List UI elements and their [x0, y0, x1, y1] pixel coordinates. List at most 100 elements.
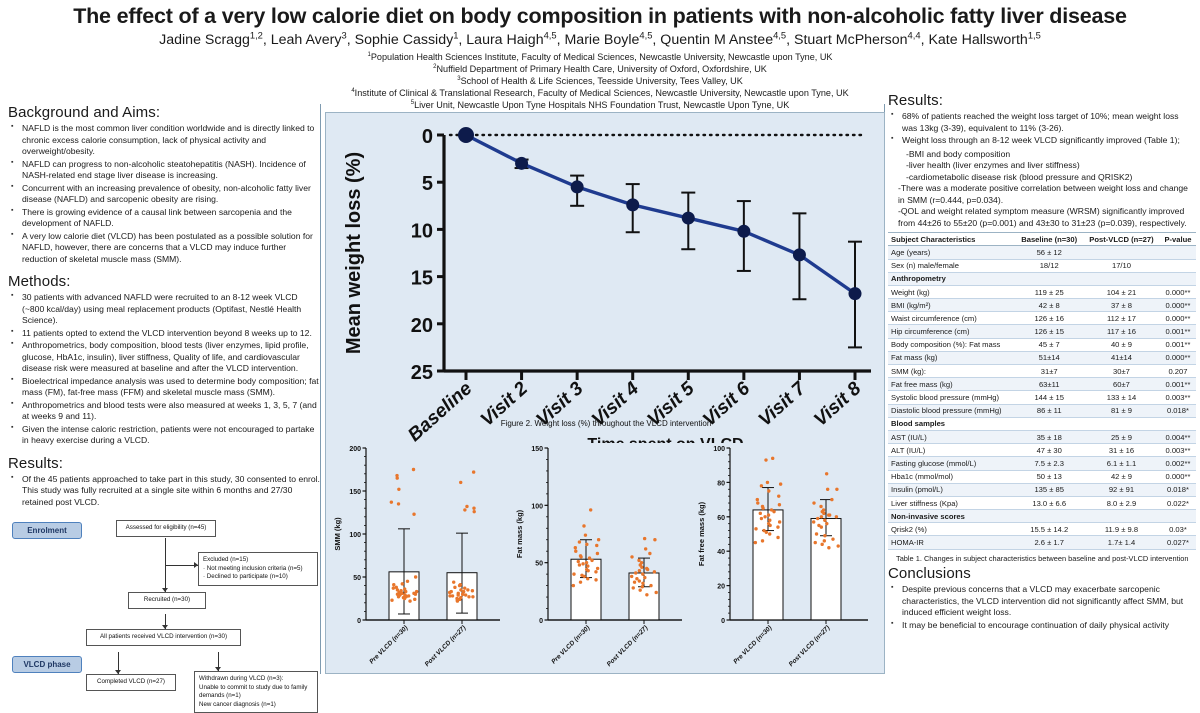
x-tick-label: Pre VLCD (n=30) — [550, 624, 591, 665]
table-cell-label: Blood samples — [888, 416, 1016, 431]
flow-connector — [218, 652, 219, 672]
table-cell-label: Diastolic blood pressure (mmHg) — [888, 403, 1016, 418]
table-cell-value: 126 ± 15 — [1015, 324, 1084, 339]
right-column: Results: 68% of patients reached the wei… — [888, 92, 1196, 639]
table-cell-value: 17/10 — [1083, 258, 1160, 273]
table-cell-label: Fat free mass (kg) — [888, 377, 1016, 392]
scatter-point — [637, 568, 642, 573]
flow-arrow-down — [162, 588, 168, 593]
scatter-point — [463, 586, 467, 590]
table-cell-label: Sex (n) male/female — [888, 258, 1016, 273]
table-group-row: Anthropometry — [888, 271, 1196, 286]
scatter-point — [638, 588, 642, 592]
flow-box-withdrawn: Withdrawn during VLCD (n=3): Unable to co… — [194, 671, 318, 713]
scatter-point — [413, 597, 417, 602]
scatter-point — [643, 575, 647, 580]
background-bullets: NAFLD is the most common liver condition… — [8, 122, 320, 266]
table-cell-value: 135 ± 85 — [1015, 482, 1084, 497]
list-item: Bioelectrical impedance analysis was use… — [8, 375, 320, 399]
scatter-point — [822, 539, 827, 543]
scatter-point — [760, 539, 765, 543]
scatter-point — [649, 583, 653, 588]
table-row: Body composition (%): Fat mass 45 ± 7 40 ±… — [888, 337, 1196, 352]
scatter-point — [629, 574, 634, 579]
scatter-point — [770, 456, 775, 461]
table-cell-value: 0.000** — [1159, 350, 1196, 366]
table-row: Liver stiffness (Kpa) 13.0 ± 6.6 8.0 ± 2.9… — [888, 495, 1196, 511]
table-row: Insulin (pmol/L) 135 ± 85 92 ± 91 0.018* — [888, 482, 1196, 497]
table-cell-value: 13.0 ± 6.6 — [1015, 495, 1084, 511]
y-tick-label: 50 — [535, 561, 543, 568]
scatter-point — [819, 515, 824, 519]
scatter-point — [767, 489, 771, 493]
scatter-point — [455, 598, 460, 602]
table-cell-label: BMI (kg/m²) — [888, 298, 1016, 313]
table-cell-value: 0.03* — [1159, 522, 1196, 537]
scatter-point — [645, 567, 650, 572]
scatter-point — [573, 546, 578, 550]
y-tick-label: 100 — [349, 532, 361, 539]
scatter-point — [449, 589, 453, 594]
scatter-point — [577, 563, 582, 567]
scatter-point — [463, 508, 467, 512]
table-cell-label: SMM (kg): — [888, 364, 1016, 379]
y-tick-label: 15 — [411, 268, 433, 290]
conclusions-heading: Conclusions — [888, 565, 971, 583]
table-cell-value: 45 ± 7 — [1015, 337, 1084, 352]
scatter-point — [395, 473, 399, 478]
table-cell-value: 86 ± 11 — [1015, 403, 1084, 418]
flow-connector — [165, 614, 166, 630]
table-cell-value: 18/12 — [1015, 258, 1084, 273]
table-cell-value: 104 ± 21 — [1083, 284, 1160, 300]
y-axis-label: Fat free mass (kg) — [697, 501, 706, 566]
table-cell-label: Qrisk2 (%) — [888, 522, 1016, 537]
scatter-point — [585, 542, 589, 547]
y-axis-label: Mean weight loss (%) — [343, 152, 365, 354]
table-cell-value: 25 ± 9 — [1083, 429, 1160, 445]
affiliation: 2Nuffield Department of Primary Health C… — [433, 64, 767, 75]
data-point — [515, 156, 529, 170]
list-item: Concurrent with an increasing prevalence… — [8, 182, 320, 206]
smm-bar-chart: 0 50 100 150 200 SMM (kg) Pre VLCD (n=30) Post … — [333, 446, 500, 668]
table-cell-value: 0.001** — [1159, 337, 1196, 352]
scatter-point — [571, 583, 576, 588]
y-axis-label: Fat mass (kg) — [515, 509, 524, 558]
scatter-point — [459, 588, 463, 592]
scatter-point — [402, 587, 407, 591]
scatter-point — [819, 525, 824, 529]
table-cell-label: Fat mass (kg) — [888, 350, 1016, 366]
table-row: ALT (IU/L) 47 ± 30 31 ± 16 0.003** — [888, 443, 1196, 458]
scatter-point — [652, 570, 657, 574]
y-tick-label: 200 — [349, 446, 361, 453]
y-tick-label: 0 — [539, 618, 543, 625]
scatter-point — [759, 484, 764, 488]
scatter-point — [581, 562, 585, 566]
result-subline: -There was a moderate positive correlati… — [898, 183, 1188, 205]
list-item: Given the intense caloric restriction, p… — [8, 423, 320, 447]
scatter-point — [588, 508, 593, 512]
table-row: SMM (kg): 31±7 30±7 0.207 — [888, 364, 1196, 379]
scatter-point — [811, 520, 816, 524]
scatter-point — [634, 571, 638, 575]
scatter-point — [820, 542, 824, 547]
scatter-point — [595, 543, 599, 548]
flow-arrow-down — [215, 667, 221, 672]
scatter-point — [590, 558, 594, 563]
table-cell-value: 0.000** — [1159, 469, 1196, 484]
table-cell-value: 81 ± 9 — [1083, 403, 1160, 418]
data-point — [681, 211, 695, 225]
scatter-point — [778, 482, 783, 486]
list-item: A very low calorie diet (VLCD) has been … — [8, 230, 320, 266]
scatter-point — [470, 589, 475, 593]
scatter-point — [777, 494, 781, 498]
table-cell-value: 42 ± 8 — [1015, 298, 1084, 313]
table-cell-value: 31±7 — [1015, 364, 1084, 379]
scatter-point — [396, 502, 401, 506]
left-results-heading: Results: — [8, 454, 63, 472]
scatter-point — [465, 504, 469, 509]
table-cell-value: 92 ± 91 — [1083, 482, 1160, 497]
conclusions-bullets: Despite previous concerns that a VLCD ma… — [888, 583, 1196, 631]
scatter-point — [816, 516, 820, 521]
x-tick-label: Post VLCD (n=27) — [606, 624, 650, 668]
scatter-point — [405, 579, 410, 583]
